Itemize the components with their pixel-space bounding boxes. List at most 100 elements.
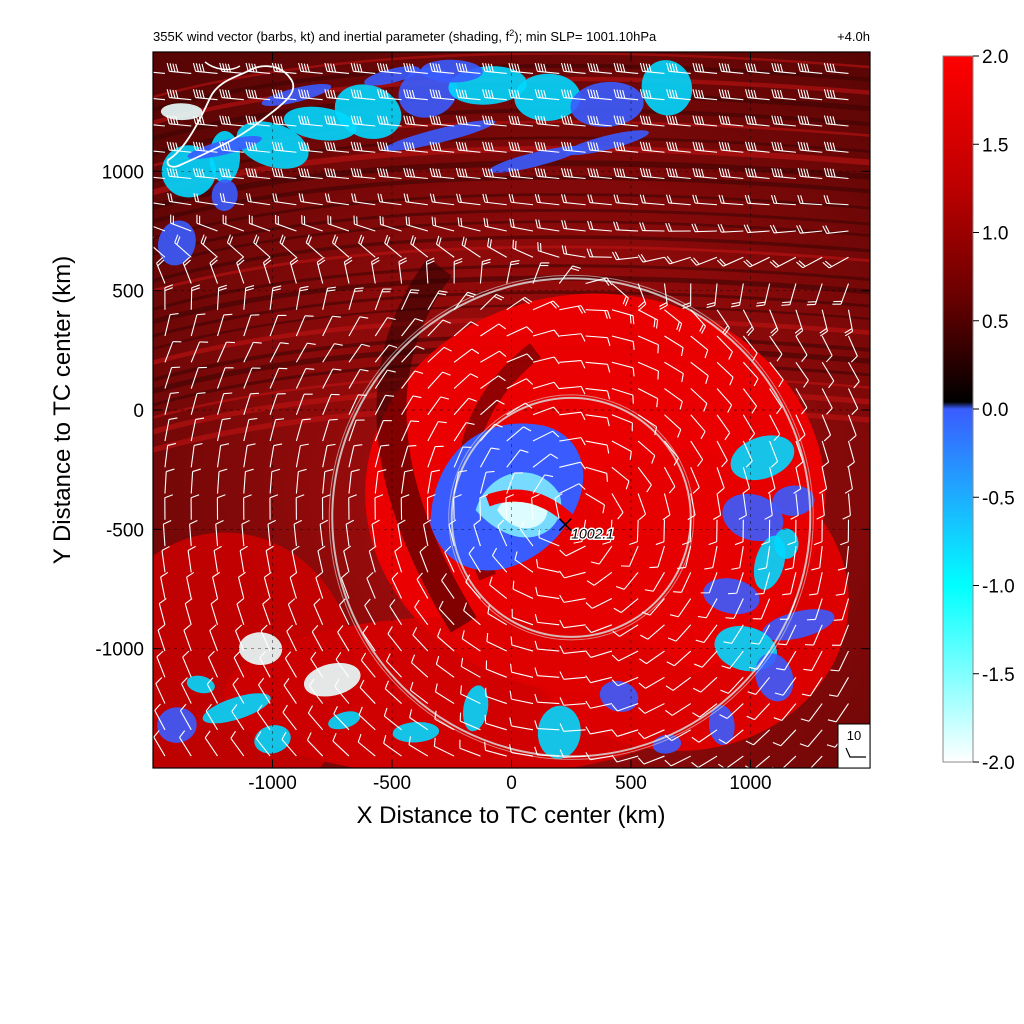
wind-barb-staff <box>506 296 526 311</box>
wind-barb-feather <box>692 141 696 151</box>
wind-barb-feather <box>721 89 725 98</box>
wind-barb-feather <box>272 285 282 289</box>
wind-barb-staff <box>217 393 225 415</box>
wind-barb-feather <box>580 333 586 342</box>
wind-barb <box>283 678 297 704</box>
wind-barb <box>298 167 323 180</box>
wind-barb-feather <box>595 89 600 99</box>
wind-barb-feather <box>300 63 305 72</box>
wind-barb <box>295 443 309 468</box>
wind-barb <box>560 115 586 127</box>
wind-barb-staff <box>611 387 634 396</box>
wind-barb <box>690 335 709 359</box>
wind-barb <box>182 650 192 678</box>
wind-barb-feather <box>587 194 591 203</box>
wind-barb-feather <box>674 142 678 152</box>
wind-barb <box>687 493 696 521</box>
wind-barb-feather <box>379 63 384 72</box>
wind-barb-staff <box>184 603 192 625</box>
wind-barb <box>237 571 246 599</box>
wind-barb-staff <box>359 687 376 704</box>
wind-barb <box>183 624 192 652</box>
wind-barb-feather <box>179 730 186 738</box>
wind-barb <box>769 388 783 415</box>
wind-barb-feather <box>826 141 830 151</box>
wind-barb-feather <box>361 343 370 347</box>
wind-barb-feather <box>394 545 402 552</box>
wind-barb-staff <box>537 648 560 652</box>
wind-barb-feather <box>514 168 518 178</box>
wind-barb <box>590 545 613 565</box>
wind-barb-feather <box>441 573 447 581</box>
wind-barb-feather <box>141 63 143 71</box>
wind-barb <box>847 440 855 468</box>
wind-barb-feather <box>291 545 300 552</box>
wind-barb <box>340 571 350 599</box>
wind-barb-staff <box>800 96 823 101</box>
wind-barb-staff <box>537 701 560 705</box>
wind-barb <box>659 283 668 310</box>
wind-barb-staff <box>484 149 507 153</box>
wind-barb-staff <box>153 225 166 232</box>
wind-barb-staff <box>506 261 512 284</box>
wind-barb-staff <box>353 201 376 206</box>
wind-barb <box>585 414 610 427</box>
wind-barb <box>179 730 192 757</box>
wind-barb-feather <box>205 703 212 712</box>
wind-barb <box>731 283 744 308</box>
wind-barb <box>823 167 849 180</box>
wind-barb-feather <box>376 115 381 124</box>
wind-barb <box>401 395 422 416</box>
wind-barb-staff <box>307 712 324 731</box>
wind-barb-feather <box>825 355 833 363</box>
wind-barb <box>272 193 297 206</box>
wind-barb-staff <box>669 256 691 265</box>
wind-barb-staff <box>348 288 356 310</box>
wind-barb <box>769 256 797 268</box>
wind-barb <box>506 449 529 468</box>
wind-barb-feather <box>534 746 538 756</box>
wind-barb-feather <box>719 714 728 719</box>
wind-barb-feather <box>511 63 515 72</box>
wind-barb-feather <box>750 89 754 99</box>
wind-barb-feather <box>774 168 778 177</box>
wind-barb <box>613 167 639 180</box>
wind-barb-feather <box>172 89 176 99</box>
wind-barb <box>559 461 586 470</box>
wind-barb-staff <box>480 323 500 337</box>
wind-barb-staff <box>790 572 797 594</box>
wind-barb-staff <box>200 242 218 258</box>
wind-barb-feather <box>389 599 396 607</box>
wind-barb-feather <box>508 62 512 72</box>
wind-barb <box>246 193 271 206</box>
wind-barb-staff <box>591 624 613 634</box>
wind-barb-staff <box>258 684 271 704</box>
wind-barb <box>691 729 718 743</box>
wind-barb-staff <box>537 567 560 573</box>
wind-barb-feather <box>645 63 649 73</box>
wind-barb <box>141 63 166 75</box>
wind-barb-staff <box>461 244 481 258</box>
wind-barb-feather <box>771 141 775 151</box>
wind-barb-feather <box>690 258 697 266</box>
wind-barb-staff <box>828 256 849 269</box>
wind-barb-staff <box>248 70 271 75</box>
wind-barb-staff <box>269 419 277 442</box>
wind-barb-feather <box>298 62 302 72</box>
wind-barb-staff <box>394 551 403 573</box>
wind-barb-feather <box>692 167 696 177</box>
wind-barb-feather <box>724 168 728 178</box>
wind-barb <box>485 660 507 678</box>
wind-barb-feather <box>189 520 198 525</box>
wind-barb-feather <box>196 392 206 395</box>
wind-barb-staff <box>727 676 744 694</box>
wind-barb-feather <box>348 494 357 499</box>
wind-barb-feather <box>821 461 829 468</box>
wind-barb <box>480 375 506 389</box>
negative-patch <box>462 685 489 732</box>
wind-barb-staff <box>401 395 414 416</box>
wind-barb-staff <box>158 603 166 625</box>
wind-barb <box>746 703 771 721</box>
wind-barb <box>821 388 833 415</box>
wind-barb-feather <box>222 141 226 151</box>
